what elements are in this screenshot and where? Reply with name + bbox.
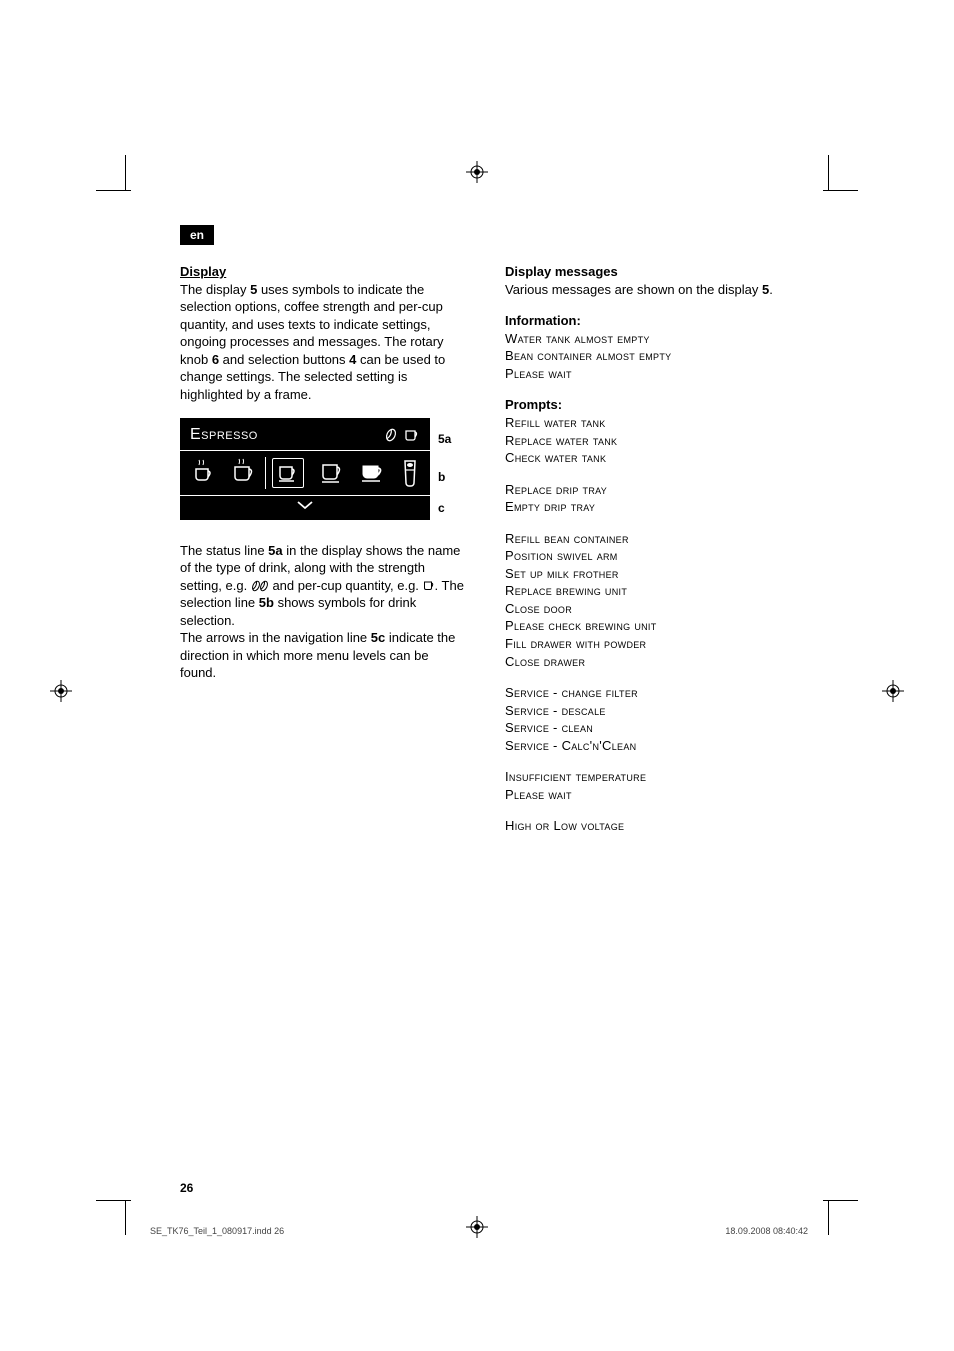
bean-icon: [384, 428, 398, 442]
prompt-message: Please wait: [505, 786, 790, 804]
prompts-container: Refill water tankReplace water tankCheck…: [505, 414, 790, 835]
footer-timestamp: 18.09.2008 08:40:42: [725, 1225, 808, 1237]
prompt-message: Empty drip tray: [505, 498, 790, 516]
prompt-message: Position swivel arm: [505, 547, 790, 565]
prompt-message: Set up milk frother: [505, 565, 790, 583]
crop-mark: [125, 155, 126, 190]
crop-mark: [828, 1200, 829, 1235]
filled-cup-icon: [360, 462, 386, 484]
display-selection-line: [180, 451, 430, 495]
info-message: Water tank almost empty: [505, 330, 790, 348]
prompt-block: Service - change filterService - descale…: [505, 684, 790, 754]
prompt-message: Close drawer: [505, 653, 790, 671]
prompt-message: Insufficient temperature: [505, 768, 790, 786]
crop-mark: [828, 155, 829, 190]
tall-glass-icon: [401, 458, 419, 488]
prompt-message: Replace drip tray: [505, 481, 790, 499]
label-5a: 5a: [438, 424, 451, 456]
chevron-down-icon: [296, 500, 314, 510]
prompt-block: Insufficient temperaturePlease wait: [505, 768, 790, 803]
prompts-heading: Prompts:: [505, 397, 562, 412]
footer: SE_TK76_Teil_1_080917.indd 26 18.09.2008…: [150, 1225, 808, 1237]
label-b: b: [438, 456, 451, 500]
cup-icon: [404, 428, 420, 442]
prompt-message: Service - descale: [505, 702, 790, 720]
crop-mark: [96, 1200, 131, 1201]
prompt-message: Service - clean: [505, 719, 790, 737]
selected-cup-icon: [276, 461, 300, 485]
language-tab: en: [180, 225, 214, 245]
prompt-message: Refill water tank: [505, 414, 790, 432]
display-row-labels: 5a b c: [430, 418, 451, 520]
info-message: Please wait: [505, 365, 790, 383]
display-messages-heading: Display messages: [505, 264, 618, 279]
prompt-message: Service - Calc'n'Clean: [505, 737, 790, 755]
display-navigation-line: [180, 496, 430, 514]
prompt-message: Close door: [505, 600, 790, 618]
prompt-message: Fill drawer with powder: [505, 635, 790, 653]
prompt-message: Service - change filter: [505, 684, 790, 702]
prompt-block: Replace drip trayEmpty drip tray: [505, 481, 790, 516]
prompt-block: Refill bean containerPosition swivel arm…: [505, 530, 790, 670]
footer-filename: SE_TK76_Teil_1_080917.indd 26: [150, 1225, 284, 1237]
registration-mark-icon: [50, 680, 72, 702]
display-para1: The display 5 uses symbols to indicate t…: [180, 282, 445, 402]
crop-mark: [96, 190, 131, 191]
display-messages-intro: Various messages are shown on the displa…: [505, 282, 773, 297]
display-drink-name: Espresso: [190, 424, 258, 446]
display-status-line: Espresso: [180, 418, 430, 450]
display-heading: Display: [180, 264, 226, 279]
registration-mark-icon: [466, 161, 488, 183]
display-screen: Espresso: [180, 418, 430, 520]
display-messages-section: Display messages Various messages are sh…: [505, 263, 790, 298]
crop-mark: [823, 1200, 858, 1201]
label-c: c: [438, 500, 451, 518]
left-column: Display The display 5 uses symbols to in…: [180, 263, 465, 849]
medium-cup-steam-icon: [231, 458, 257, 488]
prompt-block: Refill water tankReplace water tankCheck…: [505, 414, 790, 467]
right-column: Display messages Various messages are sh…: [505, 263, 790, 849]
large-cup-icon: [319, 460, 345, 486]
prompt-message: Replace brewing unit: [505, 582, 790, 600]
display-section: Display The display 5 uses symbols to in…: [180, 263, 465, 403]
prompt-block: High or Low voltage: [505, 817, 790, 835]
crop-mark: [823, 190, 858, 191]
registration-mark-icon: [882, 680, 904, 702]
display-illustration: Espresso: [180, 418, 465, 520]
prompt-message: Refill bean container: [505, 530, 790, 548]
selected-cup-frame: [272, 458, 304, 488]
prompt-message: Check water tank: [505, 449, 790, 467]
information-heading: Information:: [505, 313, 581, 328]
prompts-heading-wrap: Prompts:: [505, 396, 790, 414]
crop-mark: [125, 1200, 126, 1235]
information-block: Information: Water tank almost emptyBean…: [505, 312, 790, 382]
prompt-message: Please check brewing unit: [505, 617, 790, 635]
page-number: 26: [180, 1180, 193, 1196]
page-content: en Display The display 5 uses symbols to…: [180, 225, 790, 849]
two-column-layout: Display The display 5 uses symbols to in…: [180, 263, 790, 849]
prompt-message: High or Low voltage: [505, 817, 790, 835]
prompt-message: Replace water tank: [505, 432, 790, 450]
info-message: Bean container almost empty: [505, 347, 790, 365]
display-para2: The status line 5a in the display shows …: [180, 542, 465, 682]
small-cup-steam-icon: [192, 459, 216, 487]
